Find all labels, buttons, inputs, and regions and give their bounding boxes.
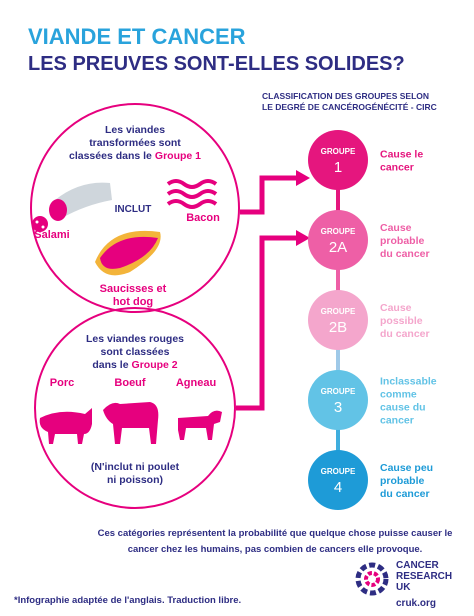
group-ref: Groupe 1 bbox=[155, 150, 201, 162]
group-description: probable bbox=[380, 475, 424, 487]
title: VIANDE ET CANCER bbox=[28, 24, 246, 49]
classification-header: LE DEGRÉ DE CANCÉROGÉNÉCITÉ - CIRC bbox=[262, 102, 437, 112]
group-description: cancer bbox=[380, 415, 414, 427]
text-line: sont classées bbox=[101, 346, 170, 358]
text-line: classées dans le bbox=[69, 150, 152, 162]
text-line: classées dans le Groupe 1 bbox=[69, 150, 201, 162]
logo-text: CANCER bbox=[396, 560, 440, 571]
processed-circle bbox=[30, 103, 240, 313]
salami-icon bbox=[32, 182, 112, 232]
credit: *Infographie adaptée de l'anglais. Tradu… bbox=[14, 595, 241, 606]
note: ni poisson) bbox=[107, 474, 163, 486]
item-label: Bacon bbox=[186, 212, 220, 224]
group-description: Cause le bbox=[380, 149, 423, 161]
group-number: 4 bbox=[334, 479, 342, 496]
group-circle bbox=[308, 290, 368, 350]
group-description: Cause bbox=[380, 302, 412, 314]
group-number: 2B bbox=[329, 319, 347, 336]
item-label: Salami bbox=[34, 229, 69, 241]
group-description: du cancer bbox=[380, 488, 430, 500]
animal-icons bbox=[39, 402, 222, 444]
group-ref: Groupe 2 bbox=[132, 359, 178, 371]
group-circle bbox=[308, 210, 368, 270]
group-number: 1 bbox=[334, 159, 342, 176]
group-label: GROUPE bbox=[321, 307, 356, 316]
arrow bbox=[236, 235, 298, 411]
group-description: Cause bbox=[380, 222, 412, 234]
includes: INCLUT bbox=[115, 204, 152, 215]
bacon-icon bbox=[166, 179, 218, 209]
group-description: probable bbox=[380, 235, 424, 247]
group-description: Cause peu bbox=[380, 462, 433, 474]
logo-text: UK bbox=[396, 582, 411, 593]
group-label: GROUPE bbox=[321, 467, 356, 476]
group-description: possible bbox=[380, 315, 423, 327]
group-label: GROUPE bbox=[321, 387, 356, 396]
text-line: dans le bbox=[92, 359, 128, 371]
hotdog-icon bbox=[95, 230, 161, 276]
logo-text: RESEARCH bbox=[396, 571, 452, 582]
group-label: GROUPE bbox=[321, 227, 356, 236]
animal-label: Boeuf bbox=[114, 377, 146, 389]
text-line: dans le Groupe 2 bbox=[92, 359, 177, 371]
animal-label: Agneau bbox=[176, 377, 216, 389]
item-label: hot dog bbox=[113, 296, 153, 308]
logo-url: cruk.org bbox=[396, 598, 436, 609]
note: (N'inclut ni poulet bbox=[91, 461, 180, 473]
group-label: GROUPE bbox=[321, 147, 356, 156]
group-description: Inclassable bbox=[380, 376, 437, 388]
group-circle bbox=[308, 370, 368, 430]
group-description: comme bbox=[380, 389, 417, 401]
text-line: transformées sont bbox=[89, 137, 181, 149]
item-label: Saucisses et bbox=[100, 283, 167, 295]
text-line: Les viandes bbox=[105, 124, 165, 136]
group-description: du cancer bbox=[380, 248, 430, 260]
logo-icon bbox=[355, 562, 389, 596]
arrow-head bbox=[296, 230, 310, 246]
title: LES PREUVES SONT-ELLES SOLIDES? bbox=[28, 53, 405, 75]
red-circle bbox=[34, 307, 236, 509]
animal-label: Porc bbox=[50, 377, 74, 389]
group-circle bbox=[308, 130, 368, 190]
group-circle bbox=[308, 450, 368, 510]
group-description: cancer bbox=[380, 162, 414, 174]
arrow bbox=[240, 175, 298, 215]
classification-header: CLASSIFICATION DES GROUPES SELON bbox=[262, 91, 429, 101]
arrow-head bbox=[296, 170, 310, 186]
footer-note: cancer chez les humains, pas combien de … bbox=[128, 544, 423, 555]
group-description: du cancer bbox=[380, 328, 430, 340]
group-number: 2A bbox=[329, 239, 347, 256]
text-line: Les viandes rouges bbox=[86, 333, 184, 345]
footer-note: Ces catégories représentent la probabili… bbox=[98, 528, 453, 539]
group-number: 3 bbox=[334, 399, 342, 416]
group-description: cause du bbox=[380, 402, 426, 414]
